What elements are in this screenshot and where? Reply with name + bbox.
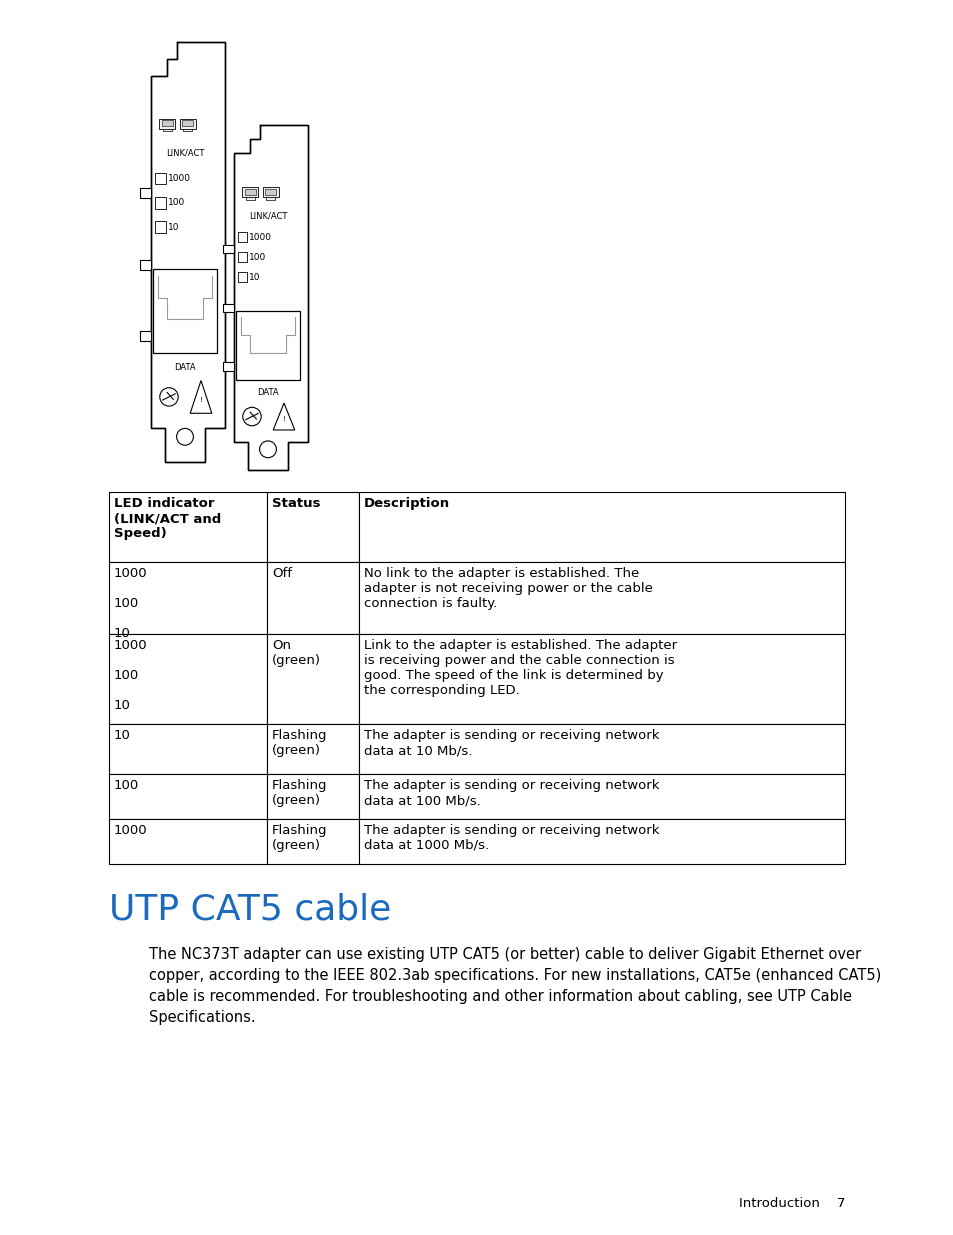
Text: 1000

100

10: 1000 100 10: [113, 638, 148, 713]
Bar: [154, 221, 166, 233]
Polygon shape: [152, 42, 225, 462]
Text: 100: 100: [168, 199, 186, 207]
Bar: [246, 198, 254, 200]
Circle shape: [259, 441, 276, 458]
Bar: [237, 232, 247, 242]
Text: 1000: 1000: [249, 232, 272, 242]
Polygon shape: [234, 125, 308, 471]
Text: Off: Off: [272, 567, 292, 580]
Bar: [152, 269, 216, 353]
Bar: [359, 634, 844, 724]
Circle shape: [176, 429, 193, 445]
Bar: [242, 186, 258, 198]
Bar: [359, 492, 844, 562]
Bar: [267, 724, 359, 774]
Text: 1000: 1000: [168, 174, 192, 183]
Bar: [267, 819, 359, 864]
Bar: [109, 724, 267, 774]
Bar: [109, 774, 267, 819]
Text: 100: 100: [113, 779, 139, 792]
Bar: [109, 492, 267, 562]
Text: !: !: [282, 416, 285, 422]
Text: 10: 10: [113, 729, 131, 742]
Bar: [159, 119, 175, 130]
Bar: [140, 331, 152, 341]
Text: DATA: DATA: [174, 363, 195, 372]
Bar: [267, 492, 359, 562]
Text: DATA: DATA: [257, 388, 278, 396]
Bar: [140, 188, 152, 199]
Text: UTP CAT5 cable: UTP CAT5 cable: [109, 892, 391, 926]
Bar: [359, 562, 844, 634]
Text: Link to the adapter is established. The adapter
is receiving power and the cable: Link to the adapter is established. The …: [364, 638, 677, 697]
Bar: [266, 198, 274, 200]
Polygon shape: [190, 380, 212, 414]
Text: Description: Description: [364, 496, 450, 510]
Bar: [140, 259, 152, 269]
Bar: [109, 819, 267, 864]
Bar: [237, 252, 247, 262]
Circle shape: [243, 408, 261, 426]
Bar: [267, 774, 359, 819]
Text: 100: 100: [249, 253, 266, 262]
Bar: [183, 130, 192, 131]
Text: 10: 10: [249, 273, 260, 282]
Text: Flashing
(green): Flashing (green): [272, 729, 328, 757]
Text: No link to the adapter is established. The
adapter is not receiving power or the: No link to the adapter is established. T…: [364, 567, 653, 610]
Bar: [359, 774, 844, 819]
Text: 10: 10: [168, 222, 180, 232]
Text: !: !: [199, 396, 202, 403]
Bar: [262, 186, 278, 198]
Text: Status: Status: [272, 496, 320, 510]
Text: The NC373T adapter can use existing UTP CAT5 (or better) cable to deliver Gigabi: The NC373T adapter can use existing UTP …: [149, 947, 881, 1025]
Bar: [182, 120, 193, 126]
Bar: [265, 189, 276, 195]
Text: Introduction    7: Introduction 7: [738, 1197, 844, 1210]
Bar: [162, 120, 172, 126]
Text: LED indicator
(LINK/ACT and
Speed): LED indicator (LINK/ACT and Speed): [113, 496, 221, 540]
Polygon shape: [273, 403, 294, 430]
Bar: [267, 634, 359, 724]
Bar: [223, 245, 234, 253]
Bar: [235, 311, 299, 380]
Bar: [223, 362, 234, 370]
Text: The adapter is sending or receiving network
data at 100 Mb/s.: The adapter is sending or receiving netw…: [364, 779, 659, 806]
Bar: [154, 196, 166, 209]
Text: 1000

100

10: 1000 100 10: [113, 567, 148, 640]
Bar: [109, 562, 267, 634]
Bar: [237, 272, 247, 282]
Text: The adapter is sending or receiving network
data at 1000 Mb/s.: The adapter is sending or receiving netw…: [364, 824, 659, 852]
Bar: [359, 819, 844, 864]
Text: On
(green): On (green): [272, 638, 321, 667]
Text: Flashing
(green): Flashing (green): [272, 779, 328, 806]
Bar: [179, 119, 195, 130]
Bar: [359, 724, 844, 774]
Text: 1000: 1000: [113, 824, 148, 837]
Bar: [109, 634, 267, 724]
Text: Flashing
(green): Flashing (green): [272, 824, 328, 852]
Text: LINK/ACT: LINK/ACT: [166, 148, 204, 158]
Text: LINK/ACT: LINK/ACT: [249, 212, 287, 221]
Bar: [267, 562, 359, 634]
Bar: [223, 304, 234, 312]
Circle shape: [160, 388, 178, 406]
Bar: [245, 189, 255, 195]
Text: The adapter is sending or receiving network
data at 10 Mb/s.: The adapter is sending or receiving netw…: [364, 729, 659, 757]
Bar: [154, 173, 166, 184]
Bar: [163, 130, 172, 131]
